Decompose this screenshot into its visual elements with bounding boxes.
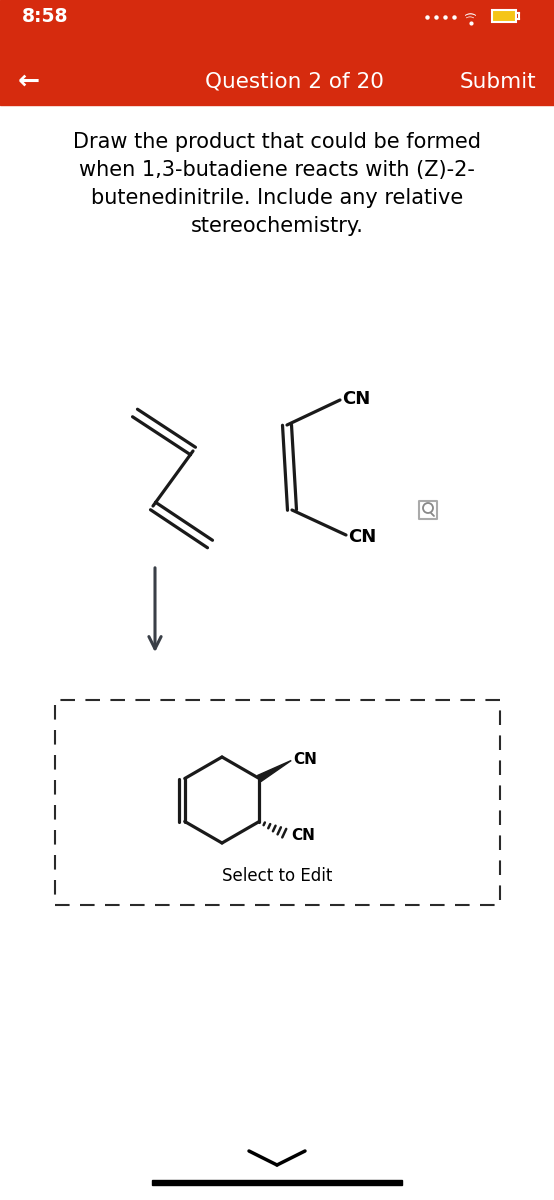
Text: CN: CN — [293, 752, 317, 767]
Text: Submit: Submit — [459, 72, 536, 92]
Text: 8:58: 8:58 — [22, 7, 69, 26]
Bar — [419, 502, 437, 518]
Text: CN: CN — [291, 828, 315, 842]
Text: ←: ← — [18, 68, 40, 95]
Text: ): ) — [464, 10, 478, 14]
Bar — [55, 700, 500, 905]
Bar — [0, 0, 554, 104]
Text: CN: CN — [342, 390, 370, 408]
Text: Draw the product that could be formed
when 1,3-butadiene reacts with (Z)-2-
bute: Draw the product that could be formed wh… — [73, 132, 481, 236]
Text: CN: CN — [348, 528, 376, 546]
Text: Question 2 of 20: Question 2 of 20 — [205, 72, 384, 92]
Bar — [152, 1180, 402, 1186]
Bar — [492, 10, 516, 22]
Polygon shape — [258, 761, 291, 781]
Text: ): ) — [466, 14, 475, 18]
Text: Select to Edit: Select to Edit — [222, 866, 333, 886]
